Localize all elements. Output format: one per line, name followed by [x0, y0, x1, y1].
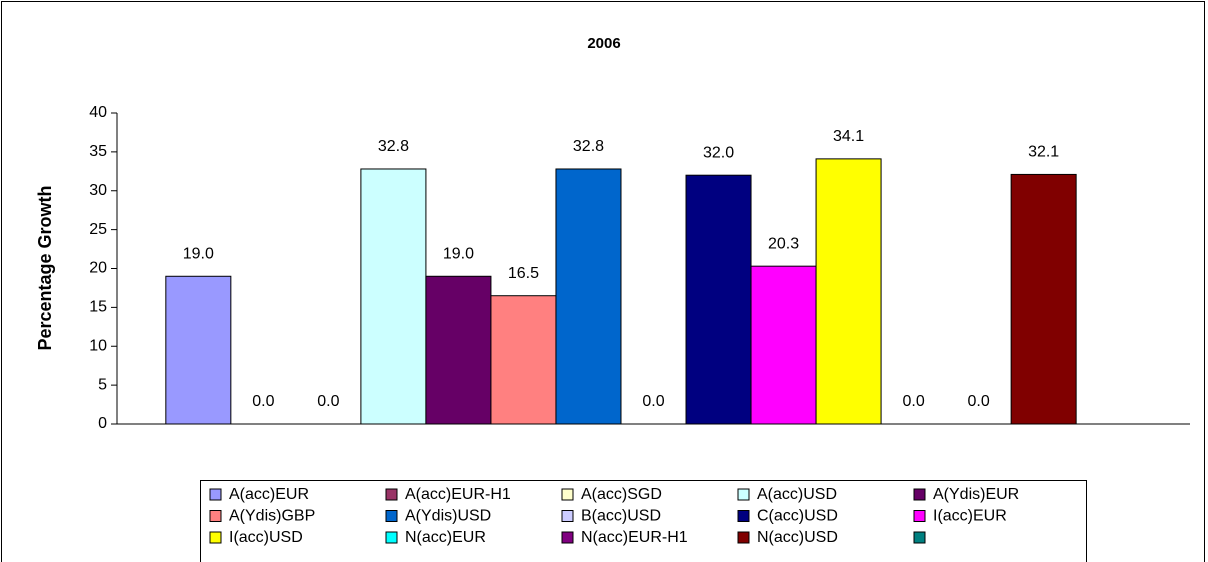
bar: [165, 275, 232, 425]
bar: [815, 158, 882, 425]
data-label: 34.1: [833, 128, 864, 145]
legend-label: A(acc)USD: [757, 486, 837, 503]
bar: [750, 265, 817, 425]
legend-box: [200, 480, 1087, 562]
y-axis-label: Percentage Growth: [35, 185, 55, 350]
legend-swatch: [209, 510, 222, 522]
legend-swatch: [561, 510, 574, 522]
data-label: 0.0: [252, 393, 274, 410]
data-label: 0.0: [642, 393, 664, 410]
y-tick-label: 10: [89, 337, 107, 354]
data-label: 0.0: [902, 393, 924, 410]
legend-label: I(acc)EUR: [933, 508, 1007, 525]
legend-swatch: [385, 488, 398, 501]
y-tick-label: 15: [89, 299, 107, 316]
legend-swatch: [737, 488, 750, 501]
legend-label: A(Ydis)GBP: [229, 508, 315, 525]
data-label: 32.1: [1028, 144, 1059, 161]
legend-swatch: [913, 488, 926, 501]
data-label: 0.0: [967, 393, 989, 410]
legend-swatch: [561, 531, 574, 544]
bar: [360, 168, 427, 425]
legend-label: N(acc)EUR: [405, 529, 486, 546]
data-label: 32.8: [378, 138, 409, 155]
legend-label: A(acc)EUR-H1: [405, 486, 511, 503]
legend-swatch: [913, 510, 926, 522]
bar: [685, 174, 752, 425]
legend-swatch: [385, 510, 398, 522]
legend-label: A(acc)EUR: [229, 486, 309, 503]
legend-label: N(acc)EUR-H1: [581, 529, 688, 546]
legend-swatch: [737, 531, 750, 544]
bar: [1010, 173, 1077, 425]
legend-swatch: [913, 531, 926, 544]
legend-label: B(acc)USD: [581, 508, 661, 525]
legend-label: A(acc)SGD: [581, 486, 662, 503]
y-tick-label: 25: [89, 221, 107, 238]
legend-swatch: [209, 531, 222, 544]
y-tick-label: 5: [98, 376, 107, 393]
bar: [490, 295, 557, 425]
data-label: 0.0: [317, 393, 339, 410]
data-label: 32.8: [573, 138, 604, 155]
data-label: 16.5: [508, 265, 539, 282]
legend-swatch: [561, 488, 574, 501]
data-label: 32.0: [703, 144, 734, 161]
y-tick-label: 30: [89, 182, 107, 199]
y-tick-label: 35: [89, 143, 107, 160]
y-tick-label: 0: [98, 415, 107, 432]
y-tick-label: 40: [89, 104, 107, 121]
bar: [425, 275, 492, 425]
legend-swatch: [385, 531, 398, 544]
legend-label: C(acc)USD: [757, 508, 838, 525]
data-label: 19.0: [443, 245, 474, 262]
legend-label: A(Ydis)USD: [405, 508, 491, 525]
legend-label: A(Ydis)EUR: [933, 486, 1019, 503]
data-label: 19.0: [183, 245, 214, 262]
legend-label: I(acc)USD: [229, 529, 303, 546]
bar: [555, 168, 622, 425]
legend-label: N(acc)USD: [757, 529, 838, 546]
data-label: 20.3: [768, 235, 799, 252]
legend-swatch: [209, 488, 222, 501]
legend-swatch: [737, 510, 750, 522]
chart-title: 2006: [587, 35, 620, 52]
y-tick-label: 20: [89, 260, 107, 277]
